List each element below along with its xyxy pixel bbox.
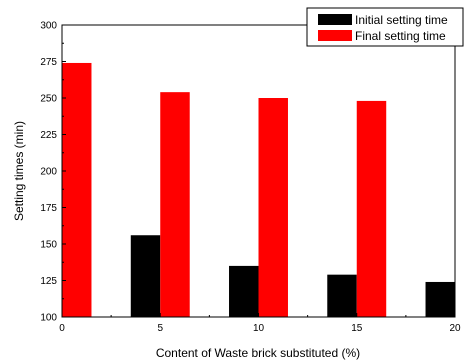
- x-tick-label-5: 5: [157, 323, 163, 334]
- legend-swatch-final: [318, 30, 352, 41]
- initial-bar-5: [130, 235, 161, 317]
- y-axis: 100 125 150 175 200 225 250 275 300: [40, 21, 66, 324]
- x-axis-label: Content of Waste brick substituted (%): [156, 346, 360, 360]
- y-tick-label-100: 100: [40, 313, 57, 324]
- final-bar-0: [62, 62, 92, 318]
- y-tick-label-125: 125: [40, 276, 57, 287]
- final-bar-10: [258, 98, 288, 317]
- y-axis-label: Setting times (min): [12, 121, 26, 221]
- initial-bar-10: [229, 265, 259, 317]
- final-bar-5: [160, 92, 190, 317]
- legend-label-final: Final setting time: [355, 29, 446, 43]
- x-axis: 0 5 10 15 20: [59, 313, 461, 334]
- bars-layer: [62, 62, 455, 318]
- y-tick-label-150: 150: [40, 240, 57, 251]
- final-bar-15: [356, 100, 387, 317]
- y-tick-label-225: 225: [40, 130, 57, 141]
- legend-swatch-initial: [318, 14, 352, 25]
- y-tick-label-275: 275: [40, 57, 57, 68]
- x-tick-label-15: 15: [351, 323, 363, 334]
- y-tick-label-250: 250: [40, 94, 57, 105]
- x-tick-label-0: 0: [59, 323, 65, 334]
- legend-label-initial: Initial setting time: [355, 13, 448, 27]
- y-tick-label-175: 175: [40, 203, 57, 214]
- legend: Initial setting time Final setting time: [306, 7, 464, 47]
- y-tick-label-300: 300: [40, 21, 57, 32]
- y-tick-label-200: 200: [40, 167, 57, 178]
- initial-bar-20: [425, 281, 455, 317]
- x-tick-label-10: 10: [253, 323, 265, 334]
- initial-bar-15: [327, 274, 357, 317]
- x-tick-label-20: 20: [449, 323, 461, 334]
